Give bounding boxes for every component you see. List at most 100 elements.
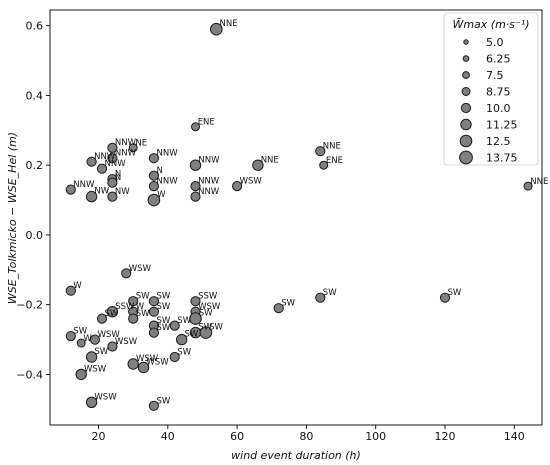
x-tick-label: 120 [434,430,455,443]
legend-entry-label: 6.25 [486,53,511,66]
data-point [319,160,329,170]
data-point-label: W [83,334,92,344]
data-point-label: NE [135,139,147,149]
data-point-label: NNW [157,177,179,187]
data-point-label: WSW [94,393,117,403]
y-tick-label: 0.2 [26,159,44,172]
x-tick-label: 80 [299,430,313,443]
data-point [128,296,139,307]
data-point-label: SW [281,299,295,309]
legend-marker [462,71,470,79]
y-tick-label: −0.4 [16,368,43,381]
data-point-label: NNE [530,177,548,187]
data-point [190,191,201,202]
data-point [315,146,326,157]
legend-entry-label: 13.75 [486,152,518,165]
data-points [65,22,533,411]
legend: W̄max (m·s⁻¹) 5.0 6.25 7.5 8.75 10.0 11.25 12.… [443,12,539,166]
data-point-label: NNW [73,180,95,190]
data-point-label: WSW [129,264,152,274]
x-tick-label: 140 [504,430,525,443]
data-point-label: ENE [326,156,343,166]
data-point-label: WSW [198,302,221,312]
data-point-label: N [115,170,121,180]
data-point [190,296,201,307]
data-point-label: WSW [146,358,169,368]
data-point [273,303,284,314]
data-point [176,333,188,346]
data-point [148,170,159,181]
data-point-label: NNE [220,19,238,29]
data-point-label: WSW [136,354,159,364]
data-point-label: SW [209,322,223,332]
legend-entry-label: 11.25 [486,119,518,132]
data-point-label: NNE [323,142,341,152]
legend-marker [463,39,469,45]
data-point-label: SW [198,323,212,333]
legend-entries: 5.0 6.25 7.5 8.75 10.0 11.25 12.5 13.75 [459,36,518,165]
y-tick-label: 0.6 [26,20,44,33]
data-point [148,400,159,411]
legend-marker [460,118,472,131]
data-point [148,153,159,164]
data-point [76,338,86,348]
data-point [191,122,200,132]
data-point [147,193,161,207]
data-point [107,177,118,188]
x-tick-label: 20 [92,430,106,443]
data-point [85,396,98,408]
data-point-label: SW [73,327,87,337]
data-point-label: W [157,190,166,200]
data-point [148,296,159,307]
data-point [107,341,118,352]
data-point-label: SW [157,323,171,333]
data-point-label: SSW [198,292,218,302]
data-point-label: SW [323,288,337,298]
data-point-label: W [73,281,82,291]
data-point-label: SW [157,396,171,406]
data-point-label: ENE [198,118,215,128]
data-point-label: SW [94,347,108,357]
data-point [439,292,451,303]
data-point-label: N [157,166,163,176]
data-point-label: SW [199,308,213,318]
legend-entry-label: 10.0 [486,102,511,115]
y-axis-label-text: WSE_Tolkmicko − WSE_Hel (m) [6,132,19,304]
legend-entry-label: 12.5 [486,135,511,148]
x-tick-label: 40 [161,430,175,443]
data-point [96,313,108,324]
x-axis-label: wind event duration (h) [231,449,361,462]
y-axis-label: WSE_Tolkmicko − WSE_Hel (m) [6,132,19,304]
data-point-label: W [136,302,145,312]
data-point [107,153,118,164]
data-point-label: SW [136,292,150,302]
data-point-label: NW [115,187,130,197]
legend-entry-label: 8.75 [486,86,511,99]
data-point [65,331,76,342]
legend-marker [459,134,473,148]
data-point-label: NNW [198,155,220,165]
data-point [75,368,87,381]
x-axis-ticks: 20 40 60 80 100 120 140 [92,425,525,443]
data-point-label: NNW [115,149,137,159]
data-point-label: SW [177,316,191,326]
data-point-label: SW [177,348,191,358]
plot-frame [49,9,543,426]
data-point-label: WSW [98,330,121,340]
data-point [128,313,139,324]
data-point [190,181,201,192]
data-point [148,181,159,192]
data-point [128,143,138,153]
data-point [121,268,132,279]
data-point [252,159,264,171]
data-point-label: WSW [240,177,263,187]
data-point-label: SSW [115,302,135,312]
data-point [96,163,108,174]
data-point [315,292,326,303]
data-point-label: SW [448,288,462,298]
data-point [199,326,213,339]
y-axis-ticks: −0.4 −0.2 0.0 0.2 0.4 0.6 [16,20,50,381]
x-tick-label: 100 [365,430,386,443]
